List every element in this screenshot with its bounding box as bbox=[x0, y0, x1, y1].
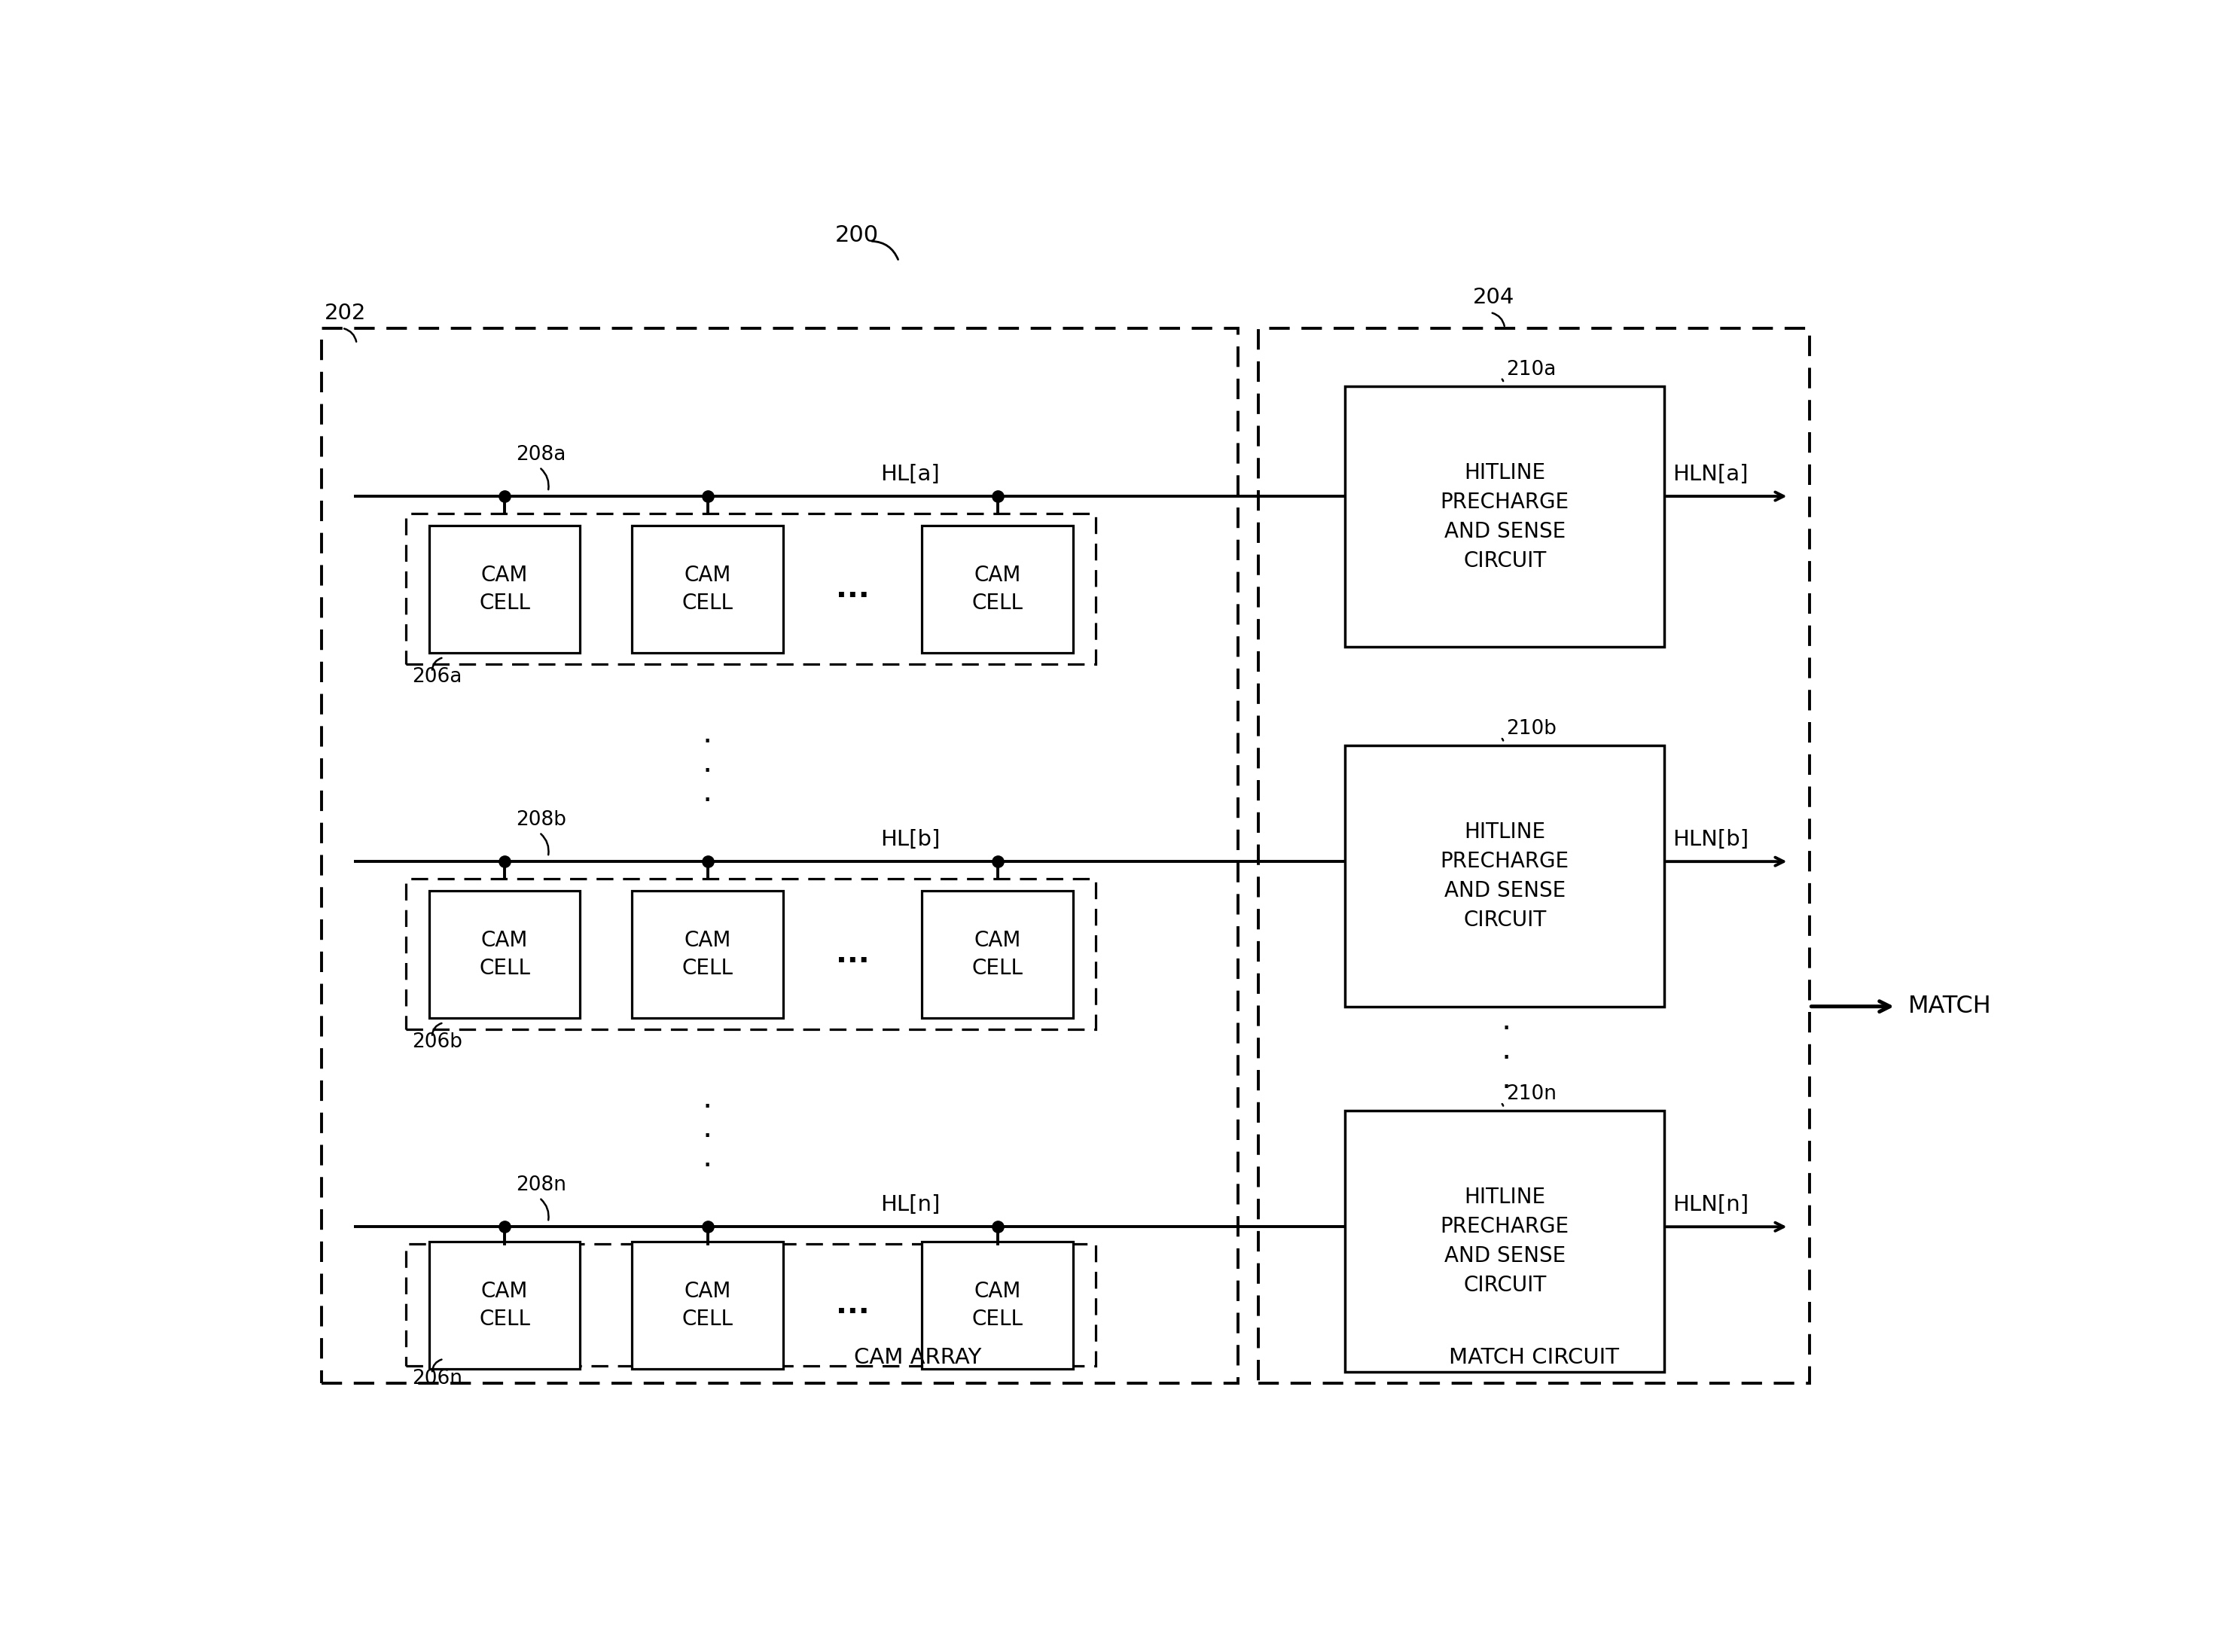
Text: ...: ... bbox=[836, 575, 869, 603]
Text: HITLINE
PRECHARGE
AND SENSE
CIRCUIT: HITLINE PRECHARGE AND SENSE CIRCUIT bbox=[1440, 463, 1569, 572]
Text: 206n: 206n bbox=[412, 1370, 461, 1388]
Bar bbox=[321, 329, 1237, 1383]
Text: 206a: 206a bbox=[412, 667, 461, 687]
Text: HL[b]: HL[b] bbox=[880, 829, 941, 849]
Text: CAM ARRAY: CAM ARRAY bbox=[854, 1346, 981, 1368]
Text: CAM
CELL: CAM CELL bbox=[972, 930, 1023, 978]
Text: HL[a]: HL[a] bbox=[880, 464, 941, 484]
Bar bbox=[406, 514, 1097, 664]
Text: HLN[b]: HLN[b] bbox=[1674, 829, 1750, 849]
Bar bbox=[406, 1244, 1097, 1366]
Bar bbox=[923, 890, 1072, 1018]
Text: 210n: 210n bbox=[1507, 1084, 1556, 1104]
Text: 210a: 210a bbox=[1507, 360, 1556, 378]
Text: CAM
CELL: CAM CELL bbox=[682, 930, 733, 978]
Bar bbox=[1346, 387, 1665, 648]
Text: HITLINE
PRECHARGE
AND SENSE
CIRCUIT: HITLINE PRECHARGE AND SENSE CIRCUIT bbox=[1440, 821, 1569, 930]
Text: CAM
CELL: CAM CELL bbox=[479, 565, 531, 613]
Text: 200: 200 bbox=[836, 225, 878, 246]
Text: 202: 202 bbox=[325, 302, 366, 324]
Bar bbox=[430, 890, 580, 1018]
Text: 208b: 208b bbox=[517, 809, 566, 829]
Text: HLN[a]: HLN[a] bbox=[1674, 464, 1748, 484]
Bar bbox=[406, 879, 1097, 1029]
Text: ·
·
·: · · · bbox=[702, 1092, 713, 1181]
Text: CAM
CELL: CAM CELL bbox=[972, 1280, 1023, 1330]
Bar bbox=[633, 1241, 782, 1370]
Text: CAM
CELL: CAM CELL bbox=[972, 565, 1023, 613]
Bar bbox=[633, 890, 782, 1018]
Text: CAM
CELL: CAM CELL bbox=[682, 565, 733, 613]
Text: 208a: 208a bbox=[517, 444, 566, 464]
Bar bbox=[1346, 745, 1665, 1006]
Text: ·
·
·: · · · bbox=[1500, 1014, 1511, 1104]
Text: MATCH CIRCUIT: MATCH CIRCUIT bbox=[1449, 1346, 1618, 1368]
Text: 206b: 206b bbox=[412, 1032, 461, 1052]
Text: 208n: 208n bbox=[517, 1175, 566, 1194]
Text: HLN[n]: HLN[n] bbox=[1674, 1194, 1750, 1216]
Bar bbox=[1346, 1110, 1665, 1371]
Text: ...: ... bbox=[836, 1290, 869, 1320]
Text: MATCH: MATCH bbox=[1908, 995, 1990, 1018]
Text: ...: ... bbox=[836, 940, 869, 968]
Bar bbox=[923, 1241, 1072, 1370]
Bar bbox=[633, 525, 782, 653]
Text: ·
·
·: · · · bbox=[702, 727, 713, 816]
Bar bbox=[430, 525, 580, 653]
Bar bbox=[430, 1241, 580, 1370]
Text: CAM
CELL: CAM CELL bbox=[479, 930, 531, 978]
Text: HL[n]: HL[n] bbox=[880, 1194, 941, 1216]
Text: HITLINE
PRECHARGE
AND SENSE
CIRCUIT: HITLINE PRECHARGE AND SENSE CIRCUIT bbox=[1440, 1186, 1569, 1295]
Bar bbox=[923, 525, 1072, 653]
Text: CAM
CELL: CAM CELL bbox=[479, 1280, 531, 1330]
Text: 204: 204 bbox=[1473, 287, 1513, 307]
Text: CAM
CELL: CAM CELL bbox=[682, 1280, 733, 1330]
Bar bbox=[1259, 329, 1810, 1383]
Text: 210b: 210b bbox=[1507, 719, 1556, 738]
